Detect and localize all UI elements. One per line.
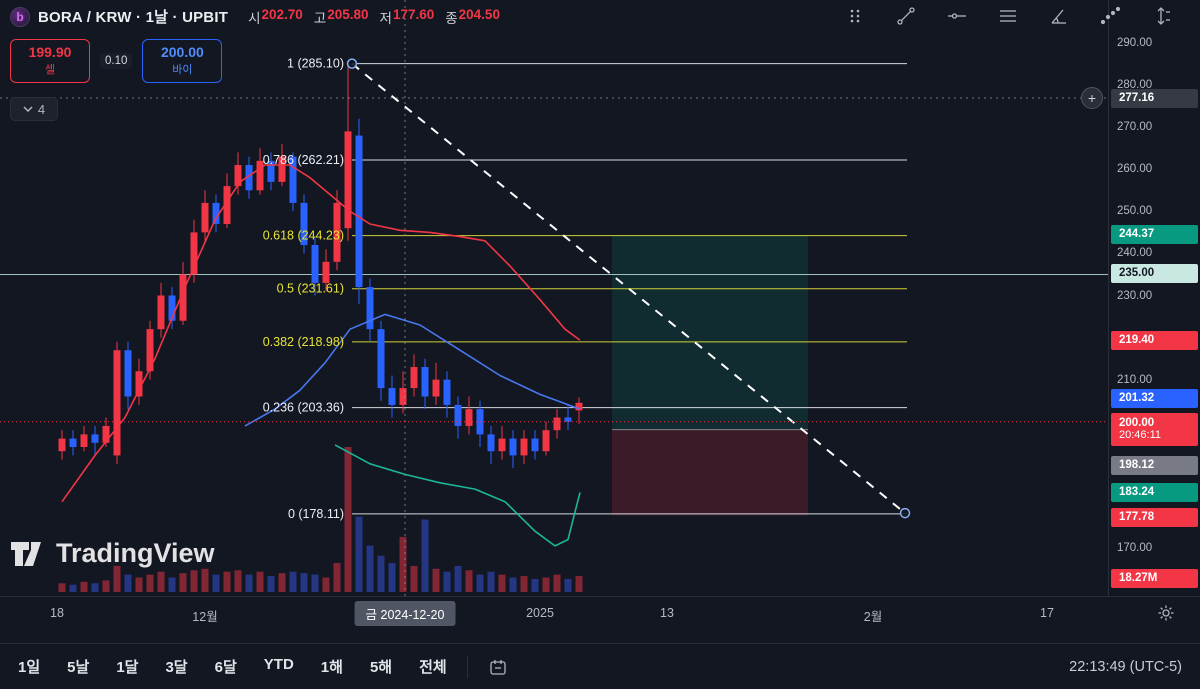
price-tick: 290.00 [1117,37,1153,49]
svg-text:0.786 (262.21): 0.786 (262.21) [263,153,344,167]
time-axis[interactable]: 금 2024-12-20 18 12월 2025 13 2월 17 [0,596,1200,628]
sell-button[interactable]: 199.90 셀 [10,39,90,83]
range-button-3달[interactable]: 3달 [165,659,188,676]
time-label-12월: 12월 [192,610,218,624]
price-tick: 210.00 [1117,373,1153,386]
collapse-count: 4 [37,101,46,117]
price-tick: 260.00 [1117,163,1153,176]
time-label-2025: 2025 [526,606,554,620]
horizontal-line-icon[interactable] [942,2,972,30]
toolbar-divider [466,655,468,678]
price-badge-235.00[interactable]: 235.00 [1111,263,1198,283]
price-badge-277.16[interactable]: 277.16 [1111,88,1198,108]
price-badge-200.00[interactable]: 200.00 20:46:11 [1111,412,1198,446]
watermark-text: TradingView [56,538,215,568]
trade-widget: 199.90 셀 0.10 200.00 바이 [10,39,500,83]
range-selector: 1일 5날 1달 3달 6달 YTD 1해 5해 전체 [18,656,447,677]
time-label-18: 18 [50,606,64,620]
price-tick: 280.00 [1117,79,1153,92]
symbol-title-row[interactable]: b BORA / KRW · 1날 · UPBIT 시 202.70 고 205.80… [10,6,500,27]
indicators-collapse-button[interactable]: 4 [10,97,58,121]
sell-label: 셀 [44,64,56,76]
chevron-down-icon [23,106,33,112]
price-tick: 250.00 [1117,205,1153,218]
parallel-channel-icon[interactable] [993,2,1023,30]
price-badge-198.12[interactable]: 198.12 [1111,455,1198,475]
ohlc-close: 종 204.50 [445,6,500,26]
svg-text:0.236 (203.36): 0.236 (203.36) [263,401,344,415]
svg-text:0.382 (218.98): 0.382 (218.98) [263,335,344,349]
ohlc-open: 시 202.70 [248,6,303,26]
session-clock[interactable]: 22:13:49 (UTC-5) [1069,658,1182,675]
price-range-icon[interactable] [1146,2,1176,30]
axis-settings-gear-icon[interactable] [1152,601,1180,625]
tradingview-logo-icon [11,541,41,566]
bottom-toolbar: 1일 5날 1달 3달 6달 YTD 1해 5해 전체 22:13:49 (UTC-5) [0,643,1200,689]
drag-handle-icon[interactable] [840,2,870,30]
time-label-17: 17 [1040,606,1054,620]
ohlc-high: 고 205.80 [313,6,369,26]
price-badge-219.40[interactable]: 219.40 [1111,330,1198,350]
scatter-tool-icon[interactable] [1095,2,1125,30]
svg-text:0.5 (231.61): 0.5 (231.61) [277,282,344,296]
range-button-6달[interactable]: 6달 [214,659,237,676]
range-button-YTD[interactable]: YTD [263,656,294,673]
range-button-1달[interactable]: 1달 [116,659,139,676]
range-button-1해[interactable]: 1해 [320,659,343,676]
buy-label: 바이 [172,64,193,76]
time-label-13: 13 [660,606,674,620]
symbol-title[interactable]: BORA / KRW · 1날 · UPBIT [38,9,229,26]
chart-canvas[interactable]: 1 (285.10) 0.786 (262.21) 0.618 (244.23) 0.… [0,0,1108,596]
sell-price: 199.90 [28,44,72,60]
price-tick: 230.00 [1117,289,1153,302]
price-axis[interactable]: 290.00 280.00 270.00 260.00 250.00 240.00 230.… [1108,0,1200,596]
svg-text:1 (285.10): 1 (285.10) [287,57,344,71]
range-button-1일[interactable]: 1일 [18,659,41,676]
trend-angle-icon[interactable] [1044,2,1074,30]
time-label-2월: 2월 [863,610,883,624]
trend-line-icon[interactable] [891,2,921,30]
price-badge-183.24[interactable]: 183.24 [1111,482,1198,502]
range-button-5해[interactable]: 5해 [369,659,393,676]
svg-text:0.618 (244.23): 0.618 (244.23) [263,229,344,243]
ohlc-low: 저 177.60 [379,6,435,26]
go-to-date-icon[interactable] [488,657,508,677]
add-alert-plus-icon[interactable]: + [1081,87,1103,109]
price-badge-244.37[interactable]: 244.37 [1111,224,1198,244]
range-button-전체[interactable]: 전체 [419,659,447,676]
price-badge-177.78[interactable]: 177.78 [1111,507,1198,527]
chart-header: b BORA / KRW · 1날 · UPBIT 시 202.70 고 205.80… [10,6,500,121]
buy-button[interactable]: 200.00 바이 [142,39,223,83]
price-tick: 240.00 [1117,247,1153,260]
bora-logo-icon: b [10,6,30,27]
price-tick: 270.00 [1117,121,1153,134]
price-tick: 170.00 [1117,542,1153,554]
price-badge-18.27M[interactable]: 18.27M [1111,568,1198,588]
date-badge: 금 2024-12-20 [354,601,456,626]
price-badge-201.32[interactable]: 201.32 [1111,388,1198,408]
range-button-5날[interactable]: 5날 [67,659,90,676]
drawing-tools-bar [840,2,1176,30]
svg-text:0 (178.11): 0 (178.11) [288,507,344,521]
tradingview-watermark: TradingView [10,538,215,569]
ohlc-values: 시 202.70 고 205.80 저 177.60 종 204.50 [248,7,500,27]
buy-price: 200.00 [160,44,204,60]
spread-value: 0.10 [100,53,133,69]
